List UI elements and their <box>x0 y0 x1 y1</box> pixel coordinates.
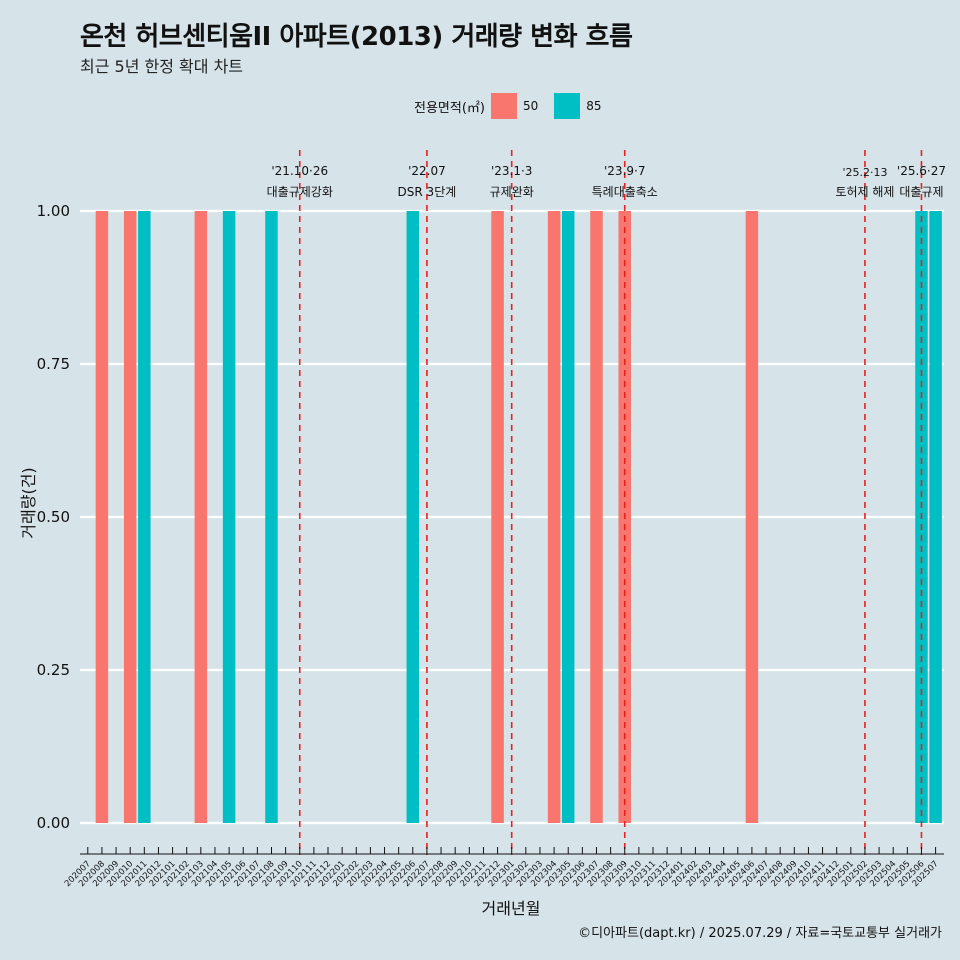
bar-50-202304 <box>547 211 561 823</box>
legend-title: 전용면적(㎡) <box>414 100 485 116</box>
event-date-label: '25.2·13 <box>842 166 887 179</box>
source-caption: ©디아파트(dapt.kr) / 2025.07.29 / 자료=국토교통부 실… <box>578 926 942 941</box>
bar-50-202010 <box>123 211 137 823</box>
event-text-label: 대출규제강화 <box>267 185 333 199</box>
event-text-label: DSR 3단계 <box>398 185 457 199</box>
bar-50-202212 <box>491 211 504 823</box>
event-date-label: '21.10·26 <box>271 164 328 178</box>
bar-85-202305 <box>561 211 575 823</box>
bar-50-202406 <box>745 211 759 823</box>
bar-85-202108 <box>265 211 278 823</box>
x-axis-title: 거래년월 <box>482 899 541 918</box>
y-tick-label: 0.25 <box>37 661 70 679</box>
legend-label-50: 50 <box>522 99 539 113</box>
y-tick-label: 0.50 <box>37 508 70 526</box>
bar-50-202008 <box>95 211 109 823</box>
bar-85-202011 <box>138 211 151 823</box>
event-date-label: '23.9·7 <box>604 164 645 178</box>
event-text-label: 대출규제 <box>899 185 943 199</box>
chart-title: 온천 허브센티움II 아파트(2013) 거래량 변화 흐름 <box>80 22 633 52</box>
event-date-label: '25.6·27 <box>897 164 946 178</box>
bar-85-202105 <box>222 211 236 823</box>
bar-50-202103 <box>194 211 208 823</box>
y-tick-label: 0.75 <box>37 355 70 373</box>
y-tick-label: 0.00 <box>37 814 70 832</box>
event-text-label: 규제완화 <box>490 185 534 199</box>
chart-subtitle: 최근 5년 한정 확대 차트 <box>80 57 244 76</box>
event-text-label: 토허제 해제 <box>835 185 894 199</box>
legend-swatch-85 <box>554 93 581 119</box>
event-date-label: '23.1·3 <box>491 164 532 178</box>
y-axis-title: 거래량(건) <box>19 467 38 538</box>
y-tick-label: 1.00 <box>37 202 70 220</box>
event-text-label: 특례대출축소 <box>592 185 658 199</box>
bar-85-202507 <box>929 211 942 823</box>
legend-swatch-50 <box>490 93 517 119</box>
bar-50-202307 <box>590 211 603 823</box>
event-date-label: '22.07 <box>408 164 446 178</box>
bar-85-202206 <box>406 211 420 823</box>
legend-label-85: 85 <box>586 99 602 113</box>
legend: 전용면적(㎡) 50 85 <box>414 93 612 119</box>
